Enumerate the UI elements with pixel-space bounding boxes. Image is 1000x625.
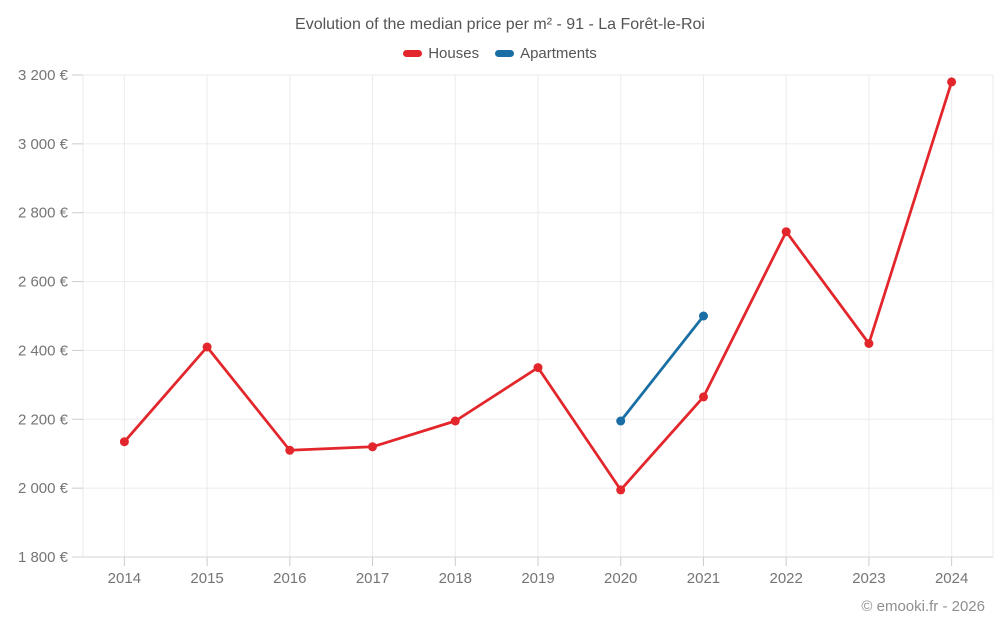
- y-axis-label: 3 200 €: [18, 67, 69, 84]
- houses-point-2016[interactable]: [285, 445, 295, 455]
- y-axis-label: 2 600 €: [18, 274, 69, 291]
- series: [119, 77, 957, 495]
- houses-point-2017[interactable]: [368, 442, 377, 452]
- x-axis-label: 2018: [439, 570, 472, 587]
- y-axis-label: 2 000 €: [18, 480, 69, 497]
- y-axis-label: 1 800 €: [18, 549, 69, 566]
- houses-point-2023[interactable]: [864, 339, 874, 348]
- houses-point-2020[interactable]: [616, 485, 626, 495]
- apartments-legend-swatch: [495, 50, 515, 57]
- x-axis-label: 2016: [273, 570, 306, 587]
- houses-point-2021[interactable]: [699, 392, 708, 402]
- apartments-point-2020[interactable]: [616, 416, 626, 426]
- legend-item-houses[interactable]: Houses: [403, 45, 479, 62]
- houses-point-2018[interactable]: [450, 416, 460, 426]
- gridlines: [82, 74, 994, 557]
- y-axis-label: 3 000 €: [18, 136, 69, 153]
- houses-point-2014[interactable]: [119, 437, 129, 447]
- chart-title: Evolution of the median price per m² - 9…: [295, 16, 705, 33]
- apartments-point-2021[interactable]: [699, 311, 708, 321]
- copyright: © emooki.fr - 2026: [861, 598, 985, 615]
- houses-legend-swatch: [403, 50, 423, 57]
- apartments-legend-label: Apartments: [520, 45, 597, 62]
- legend-item-apartments[interactable]: Apartments: [495, 45, 597, 62]
- y-axis-label: 2 800 €: [18, 205, 69, 222]
- houses-point-2024[interactable]: [947, 77, 957, 87]
- apartments-line: [619, 314, 705, 423]
- houses-point-2015[interactable]: [202, 342, 212, 352]
- x-axis-label: 2022: [769, 570, 802, 587]
- x-axis-label: 2020: [604, 570, 637, 587]
- houses-point-2019[interactable]: [533, 363, 543, 373]
- x-axis-label: 2014: [108, 570, 141, 587]
- houses-point-2022[interactable]: [781, 227, 791, 237]
- x-axis-label: 2021: [687, 570, 720, 587]
- y-axis-label: 2 400 €: [18, 342, 69, 359]
- x-axis-label: 2024: [935, 570, 968, 587]
- x-axis-label: 2015: [190, 570, 223, 587]
- legend: Houses Apartments: [0, 45, 1000, 62]
- x-axis-label: 2017: [356, 570, 389, 587]
- houses-legend-label: Houses: [428, 45, 480, 62]
- x-axis-label: 2023: [852, 570, 885, 587]
- x-axis-label: 2019: [521, 570, 554, 587]
- axes: 1 800 € 2 000 € 2 200 € 2 400 € 2 600 € 2 800…: [18, 67, 993, 587]
- y-axis-label: 2 200 €: [18, 411, 69, 428]
